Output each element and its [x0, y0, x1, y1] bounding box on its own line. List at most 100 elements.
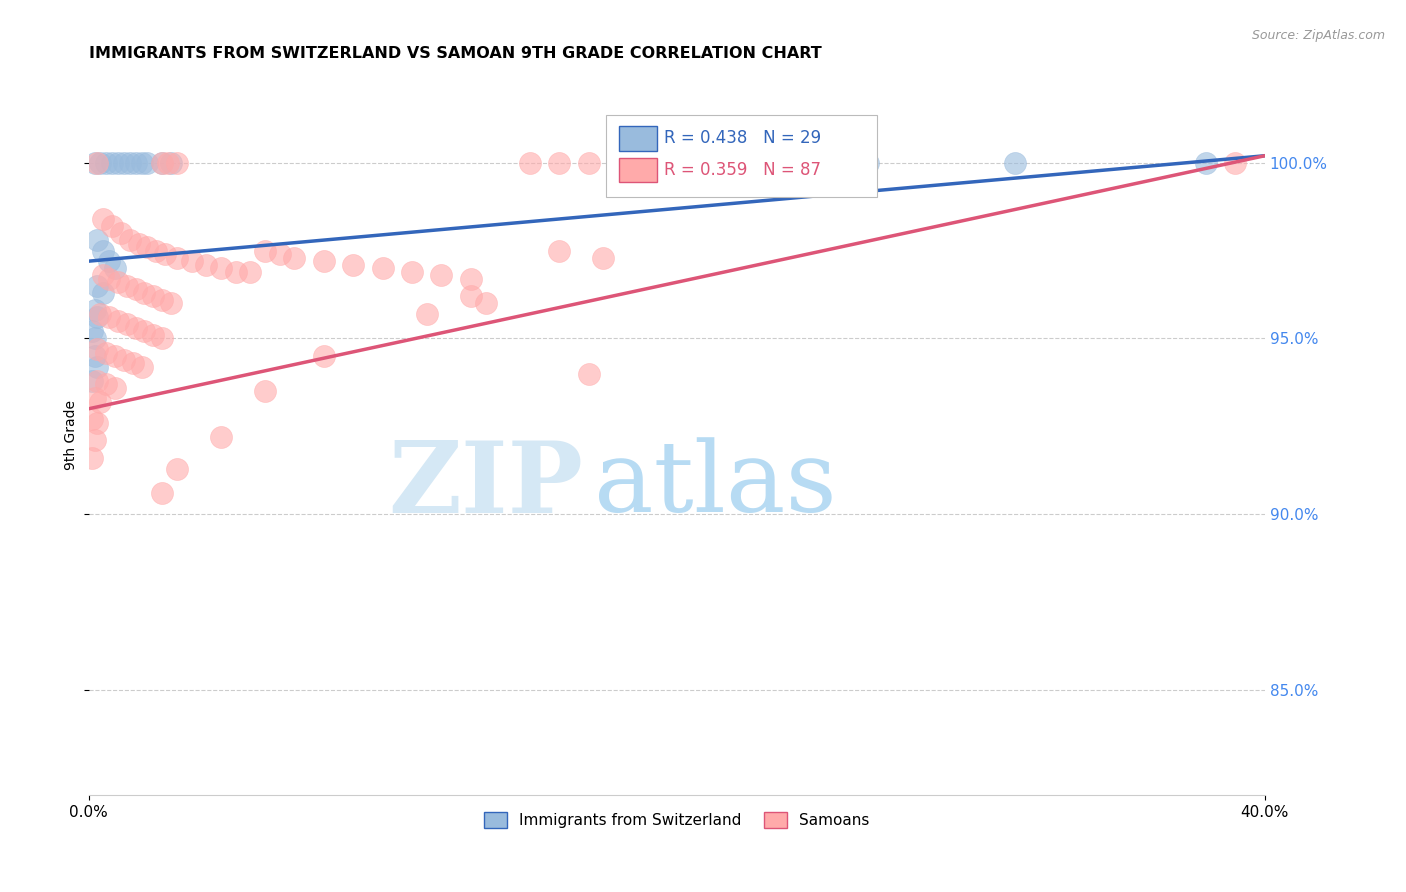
Point [416, 307, 439, 321]
Point [312, 254, 335, 268]
FancyBboxPatch shape [619, 126, 657, 151]
Point [1195, 155, 1218, 169]
Point [160, 296, 183, 310]
Point [312, 349, 335, 363]
Point [104, 261, 127, 276]
Point [107, 275, 129, 289]
Point [80, 374, 103, 388]
Point [283, 251, 305, 265]
Point [1225, 155, 1247, 169]
FancyBboxPatch shape [606, 114, 877, 197]
Point [91, 268, 114, 283]
Point [80, 325, 103, 339]
Point [98, 271, 121, 285]
Point [1004, 155, 1026, 169]
Point [96, 155, 118, 169]
Point [80, 412, 103, 426]
Point [107, 155, 129, 169]
Point [548, 244, 571, 258]
Point [118, 233, 141, 247]
Point [128, 236, 150, 251]
Point [86, 233, 108, 247]
Point [115, 318, 138, 332]
Point [112, 352, 135, 367]
Point [474, 296, 496, 310]
Point [91, 285, 114, 300]
Point [134, 325, 156, 339]
Point [121, 356, 143, 370]
Point [209, 261, 232, 276]
Point [101, 155, 124, 169]
Point [401, 265, 423, 279]
Point [145, 244, 167, 258]
Point [124, 155, 146, 169]
Point [86, 155, 108, 169]
Point [89, 307, 111, 321]
Point [519, 155, 541, 169]
Point [180, 254, 202, 268]
Point [578, 155, 600, 169]
Point [110, 226, 132, 240]
Point [606, 155, 628, 169]
Point [89, 394, 111, 409]
Point [142, 289, 165, 303]
Point [136, 240, 159, 254]
Point [83, 349, 105, 363]
Point [83, 434, 105, 448]
Point [150, 293, 173, 307]
Point [150, 155, 173, 169]
Point [254, 244, 277, 258]
Point [107, 314, 129, 328]
Point [166, 155, 188, 169]
Point [101, 219, 124, 233]
Y-axis label: 9th Grade: 9th Grade [65, 401, 79, 470]
Point [86, 310, 108, 325]
FancyBboxPatch shape [619, 158, 657, 182]
Point [430, 268, 453, 283]
Point [150, 331, 173, 345]
Point [371, 261, 394, 276]
Point [98, 310, 121, 325]
Point [342, 258, 364, 272]
Point [91, 212, 114, 227]
Point [209, 430, 232, 444]
Point [112, 155, 135, 169]
Point [115, 278, 138, 293]
Point [166, 251, 188, 265]
Text: atlas: atlas [595, 438, 837, 533]
Legend: Immigrants from Switzerland, Samoans: Immigrants from Switzerland, Samoans [478, 806, 876, 835]
Point [592, 251, 614, 265]
Point [86, 416, 108, 430]
Point [131, 359, 153, 374]
Point [160, 155, 183, 169]
Point [86, 374, 108, 388]
Point [89, 155, 111, 169]
Point [665, 155, 688, 169]
Point [157, 155, 180, 169]
Point [124, 321, 146, 335]
Point [86, 359, 108, 374]
Text: Source: ZipAtlas.com: Source: ZipAtlas.com [1251, 29, 1385, 42]
Point [710, 155, 733, 169]
Point [460, 271, 482, 285]
Point [195, 258, 218, 272]
Point [153, 247, 176, 261]
Point [96, 345, 118, 359]
Text: IMMIGRANTS FROM SWITZERLAND VS SAMOAN 9TH GRADE CORRELATION CHART: IMMIGRANTS FROM SWITZERLAND VS SAMOAN 9T… [89, 46, 821, 62]
Point [80, 450, 103, 465]
Text: R = 0.438   N = 29: R = 0.438 N = 29 [664, 128, 821, 146]
Point [269, 247, 291, 261]
Point [83, 391, 105, 405]
Text: ZIP: ZIP [388, 437, 582, 534]
Point [166, 461, 188, 475]
Point [136, 155, 159, 169]
Text: R = 0.359   N = 87: R = 0.359 N = 87 [664, 161, 821, 179]
Point [134, 285, 156, 300]
Point [83, 155, 105, 169]
Point [254, 384, 277, 399]
Point [856, 155, 879, 169]
Point [86, 278, 108, 293]
Point [86, 342, 108, 356]
Point [96, 377, 118, 392]
Point [118, 155, 141, 169]
